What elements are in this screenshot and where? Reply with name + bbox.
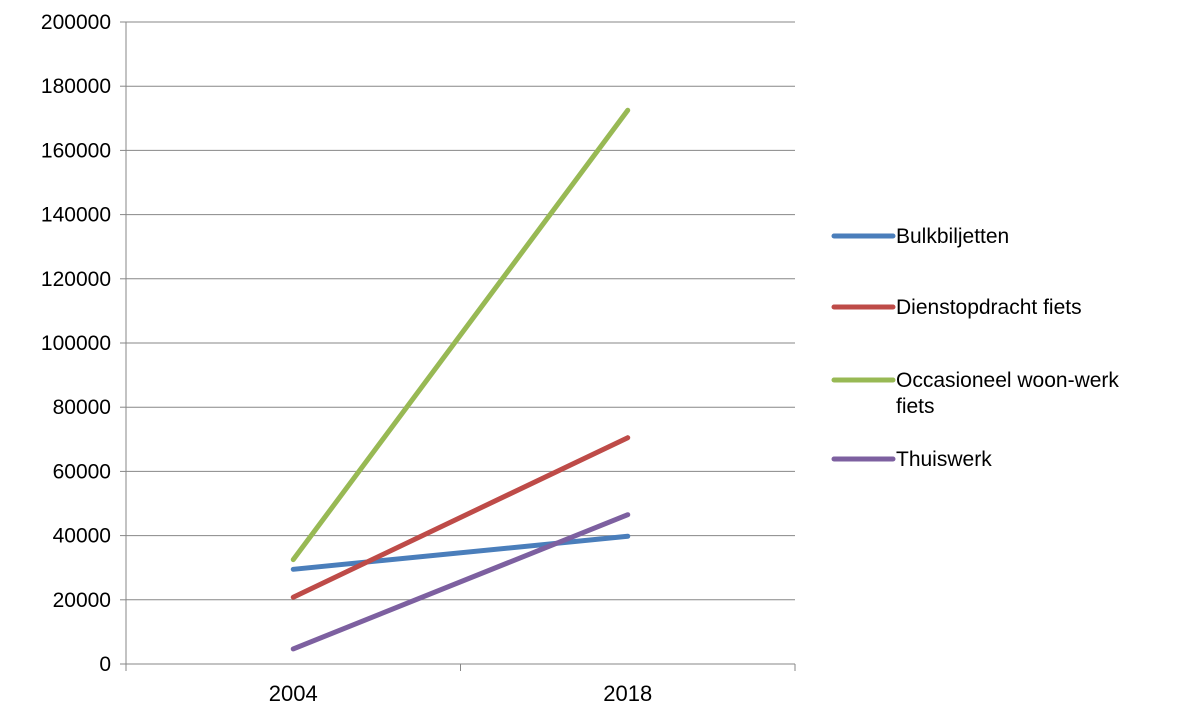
- series-line-dienstopdracht-fiets: [290, 435, 631, 600]
- y-tick-label: 140000: [41, 204, 111, 227]
- series-line-bulkbiljetten: [290, 533, 631, 572]
- y-axis-tick-labels: 0 20000 40000 60000 80000 100000 120000 140000 1…: [41, 11, 111, 676]
- y-tick-label: 200000: [41, 11, 111, 34]
- legend-label-bulkbiljetten: Bulkbiljetten: [896, 225, 1009, 248]
- x-axis-tick-labels: 2004 2018: [269, 681, 652, 706]
- y-tick-label: 80000: [53, 396, 111, 419]
- y-tick-label: 20000: [53, 589, 111, 612]
- series-line-thuiswerk: [290, 512, 631, 652]
- legend-label-dienstopdracht-fiets: Dienstopdracht fiets: [896, 296, 1082, 319]
- x-tick-label: 2018: [603, 681, 652, 706]
- y-tick-label: 60000: [53, 460, 111, 483]
- y-tick-label: 40000: [53, 525, 111, 548]
- y-tick-label: 100000: [41, 332, 111, 355]
- series-lines: [290, 107, 631, 652]
- legend-label-occasioneel-woon-werk-fiets: Occasioneel woon-werk fiets: [896, 369, 1119, 418]
- y-tick-label: 120000: [41, 268, 111, 291]
- legend: Bulkbiljetten Dienstopdracht fiets Occasio…: [831, 225, 1119, 471]
- axes: [120, 21, 796, 671]
- y-tick-label: 180000: [41, 75, 111, 98]
- x-tick-label: 2004: [269, 681, 318, 706]
- y-tick-label: 160000: [41, 139, 111, 162]
- legend-label-thuiswerk: Thuiswerk: [896, 448, 992, 471]
- gridlines: [126, 21, 795, 601]
- y-tick-label: 0: [99, 653, 111, 676]
- series-line-occasioneel-woon-werk-fiets: [290, 107, 631, 563]
